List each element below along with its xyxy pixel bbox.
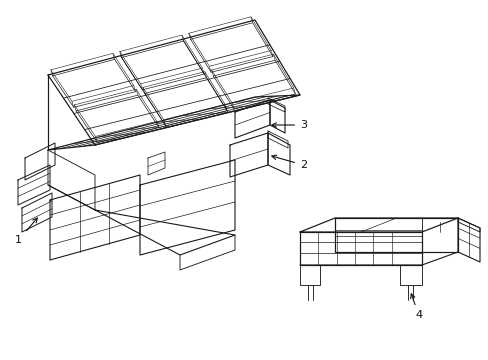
Text: 2: 2 bbox=[271, 155, 306, 170]
Text: 3: 3 bbox=[271, 120, 306, 130]
Text: 1: 1 bbox=[15, 218, 37, 245]
Text: 4: 4 bbox=[410, 294, 421, 320]
